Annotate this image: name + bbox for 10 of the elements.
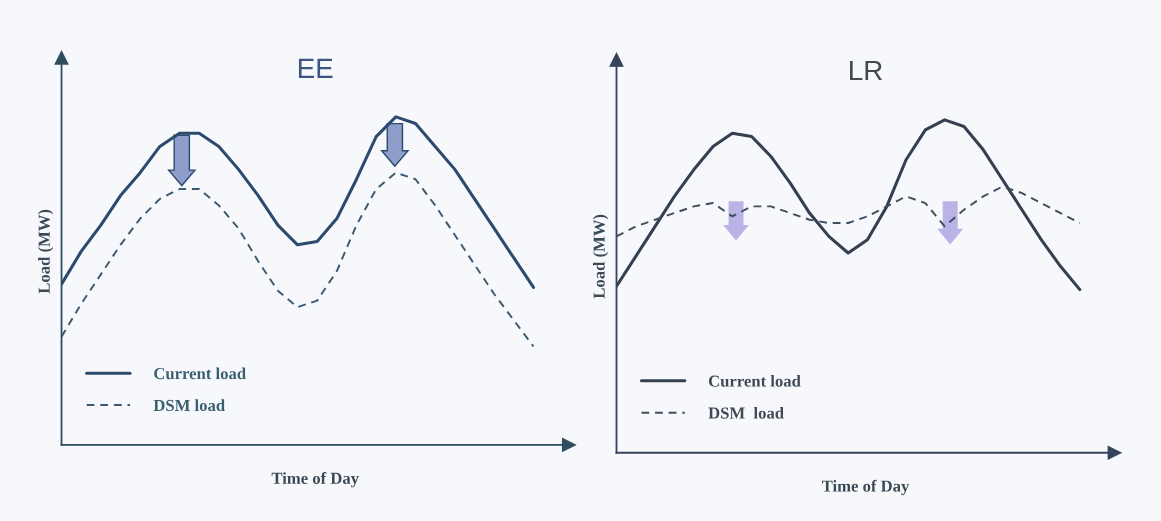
legend-label: Current load xyxy=(154,367,246,380)
y-axis-title: Load (MW) xyxy=(38,209,54,294)
chart-title: LR xyxy=(850,60,882,81)
legend-label: DSM load xyxy=(708,406,784,419)
x-axis-title: Time of Day xyxy=(271,472,359,488)
legend-label: DSM load xyxy=(153,399,225,412)
y-axis-title: Load (MW) xyxy=(593,214,609,299)
legend-label: Current load xyxy=(708,375,801,387)
x-axis-title: Time of Day xyxy=(821,479,910,496)
chart-title: EE xyxy=(298,58,333,78)
